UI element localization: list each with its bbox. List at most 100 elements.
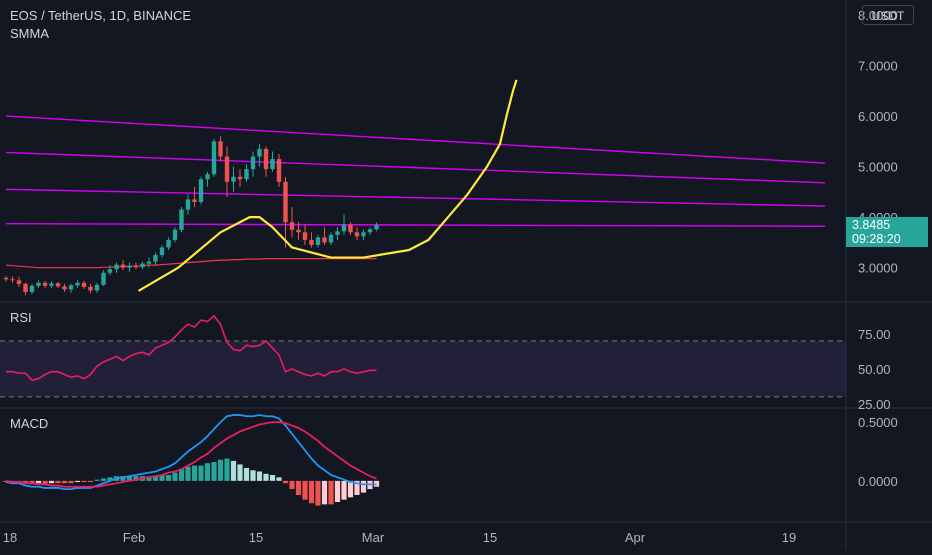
- candle-body[interactable]: [328, 234, 334, 243]
- candle-body[interactable]: [211, 141, 217, 175]
- macd-tick-label: 0.0000: [858, 474, 898, 489]
- macd-histogram-bar: [276, 477, 282, 481]
- macd-histogram-bar: [282, 480, 289, 484]
- candle-body[interactable]: [159, 247, 165, 256]
- candle-body[interactable]: [231, 176, 236, 182]
- candle-body[interactable]: [315, 237, 321, 245]
- candle-body[interactable]: [341, 224, 347, 232]
- rsi-tick-label: 50.00: [858, 362, 891, 377]
- candle-body[interactable]: [114, 264, 119, 270]
- signal-line: [5, 421, 377, 488]
- macd-histogram-bar: [360, 480, 367, 493]
- candle-body[interactable]: [289, 222, 295, 230]
- candle-body[interactable]: [107, 269, 113, 273]
- candle-body[interactable]: [36, 282, 41, 286]
- macd-histogram-bar: [250, 470, 256, 481]
- macd-histogram-bar: [191, 465, 198, 481]
- macd-histogram-bar: [152, 476, 159, 481]
- candle-body[interactable]: [23, 283, 28, 292]
- last-price-tag: 3.8485 09:28:20: [846, 217, 928, 247]
- candle-body[interactable]: [49, 283, 54, 286]
- macd-histogram-bar: [165, 474, 172, 481]
- macd-histogram-bar: [302, 480, 308, 500]
- candle-body[interactable]: [237, 176, 243, 180]
- candle-body[interactable]: [42, 282, 48, 286]
- candle-body[interactable]: [140, 263, 145, 268]
- candle-body[interactable]: [81, 282, 87, 287]
- candle-body[interactable]: [94, 284, 100, 291]
- macd-histogram-bar: [224, 458, 230, 481]
- candle-body[interactable]: [335, 231, 340, 235]
- candle-body[interactable]: [296, 229, 301, 233]
- macd-histogram-bar: [211, 462, 217, 481]
- candle-body[interactable]: [88, 286, 93, 291]
- candle-body[interactable]: [172, 229, 178, 240]
- candle-body[interactable]: [205, 174, 210, 180]
- candle-body[interactable]: [75, 282, 80, 286]
- candle-body[interactable]: [120, 264, 126, 268]
- candle-body[interactable]: [192, 199, 197, 202]
- freehand-drawing[interactable]: [138, 79, 518, 292]
- candle-body[interactable]: [250, 156, 256, 170]
- macd-histogram-bar: [308, 480, 315, 504]
- time-tick-label: Mar: [362, 530, 385, 545]
- candle-body[interactable]: [179, 209, 184, 230]
- macd-histogram-bar: [198, 465, 204, 481]
- trendline[interactable]: [5, 115, 826, 164]
- candle-body[interactable]: [62, 286, 67, 290]
- candle-body[interactable]: [153, 255, 158, 262]
- candle-body[interactable]: [29, 285, 35, 292]
- candle-body[interactable]: [257, 148, 262, 157]
- candle-body[interactable]: [166, 239, 171, 248]
- time-tick-label: Feb: [123, 530, 145, 545]
- candle-body[interactable]: [101, 272, 106, 285]
- candle-body[interactable]: [185, 199, 191, 210]
- macd-histogram-bar: [315, 480, 321, 506]
- candle-body[interactable]: [348, 224, 353, 233]
- candle-body[interactable]: [55, 283, 61, 287]
- currency-button[interactable]: USDT: [862, 5, 914, 25]
- candle-body[interactable]: [374, 224, 379, 230]
- candle-body[interactable]: [224, 156, 230, 182]
- macd-histogram-bar: [133, 476, 139, 481]
- candle-body[interactable]: [322, 237, 327, 243]
- candle-body[interactable]: [367, 229, 373, 233]
- rsi-tick-label: 25.00: [858, 397, 891, 412]
- macd-histogram-bar: [185, 466, 191, 481]
- time-tick-label: 15: [483, 530, 497, 545]
- trendline[interactable]: [5, 188, 826, 207]
- macd-histogram-bar: [146, 476, 152, 481]
- macd-histogram-bar: [94, 479, 100, 481]
- symbol-title: EOS / TetherUS, 1D, BINANCE: [10, 8, 192, 23]
- candle-body[interactable]: [198, 179, 204, 202]
- candle-body[interactable]: [146, 261, 152, 264]
- macd-histogram-bar: [68, 480, 74, 484]
- macd-histogram-bar: [22, 480, 29, 484]
- candle-body[interactable]: [361, 232, 366, 237]
- candle-body[interactable]: [10, 279, 15, 281]
- candle-body[interactable]: [276, 159, 282, 182]
- rsi-tick-label: 75.00: [858, 327, 891, 342]
- candle-body[interactable]: [302, 232, 308, 240]
- candle-body[interactable]: [244, 169, 249, 180]
- candle-body[interactable]: [133, 265, 139, 268]
- macd-histogram-bar: [100, 478, 107, 481]
- candle-body[interactable]: [127, 265, 132, 268]
- macd-histogram-bar: [347, 480, 354, 498]
- trendline[interactable]: [5, 223, 826, 227]
- indicator-label-smma: SMMA: [10, 26, 49, 41]
- candle-body[interactable]: [3, 277, 9, 280]
- candle-body[interactable]: [309, 239, 314, 245]
- candle-body[interactable]: [283, 181, 288, 223]
- candle-body[interactable]: [270, 159, 275, 170]
- macd-histogram-bar: [217, 459, 224, 481]
- candle-body[interactable]: [218, 141, 223, 157]
- candle-body[interactable]: [16, 280, 22, 284]
- candle-body[interactable]: [354, 232, 360, 237]
- candle-body[interactable]: [68, 285, 74, 290]
- trendline[interactable]: [5, 151, 826, 184]
- candle-body[interactable]: [263, 148, 269, 170]
- smma-line: [5, 257, 377, 269]
